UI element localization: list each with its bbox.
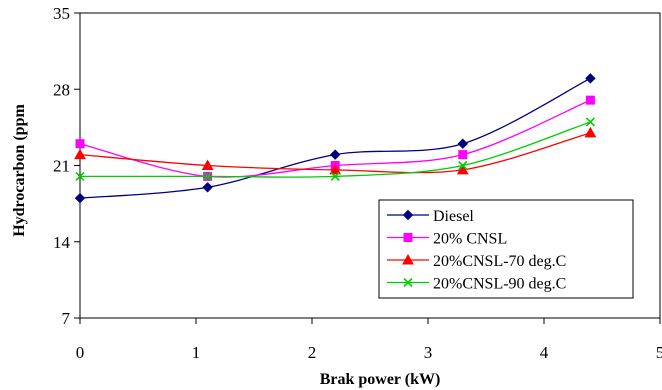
y-tick-label: 21	[53, 157, 70, 176]
data-point-stroke	[330, 171, 340, 181]
data-point	[74, 192, 86, 204]
legend-marker-stroke	[403, 277, 413, 288]
data-point	[458, 160, 468, 171]
x-tick-label: 0	[76, 343, 85, 362]
tick-layer: 7 14 21 28 35 0 1 2 3 4 5	[53, 4, 662, 362]
y-tick-label: 35	[53, 4, 70, 23]
series-2	[74, 126, 597, 175]
y-tick-label: 7	[62, 309, 71, 328]
x-tick-label: 1	[192, 343, 201, 362]
data-point-stroke	[75, 171, 85, 181]
series-layer	[74, 73, 597, 204]
legend-marker	[403, 233, 413, 242]
legend-item: 20%CNSL-70 deg.C	[387, 253, 566, 270]
data-point	[585, 95, 595, 105]
data-point	[329, 163, 342, 175]
data-point-stroke	[585, 117, 595, 127]
data-point	[458, 150, 468, 160]
y-tick-label: 28	[53, 80, 70, 99]
legend-label: 20%CNSL-90 deg.C	[433, 276, 566, 293]
legend-item: 20% CNSL	[387, 231, 507, 248]
x-axis-title: Brak power (kW)	[320, 371, 441, 388]
data-point	[330, 171, 340, 181]
data-point	[202, 182, 213, 193]
data-point	[203, 171, 213, 181]
data-point	[75, 139, 85, 149]
series-0	[74, 73, 596, 204]
data-point-stroke	[458, 160, 468, 171]
legend-label: 20% CNSL	[433, 231, 507, 248]
data-point	[75, 171, 85, 181]
y-axis-title: Hydrocarbon (ppm	[11, 104, 28, 237]
series-3	[75, 117, 595, 181]
data-point	[585, 117, 595, 127]
y-tick-label: 14	[53, 233, 71, 252]
x-tick-label: 5	[656, 343, 662, 362]
x-tick-label: 2	[308, 343, 317, 362]
legend-item: 20%CNSL-90 deg.C	[387, 276, 566, 293]
legend-marker	[402, 253, 414, 265]
data-point-stroke	[203, 171, 213, 181]
data-point	[456, 163, 469, 175]
legend-box	[378, 199, 634, 299]
data-point	[74, 148, 86, 160]
data-point	[585, 73, 596, 84]
legend: Diesel 20% CNSL 20%CNSL-70 deg.C 20%CNSL-90…	[378, 199, 634, 299]
series-line	[79, 77, 591, 199]
legend-marker	[403, 277, 413, 288]
data-point	[584, 126, 597, 138]
legend-label: Diesel	[433, 208, 474, 225]
data-point	[329, 149, 341, 160]
legend-item: Diesel	[387, 208, 474, 225]
data-point	[201, 159, 214, 170]
x-tick-label: 3	[424, 343, 433, 362]
x-tick-label: 4	[540, 343, 549, 362]
data-point	[457, 138, 469, 149]
legend-marker	[402, 209, 414, 221]
legend-label: 20%CNSL-70 deg.C	[433, 253, 566, 270]
